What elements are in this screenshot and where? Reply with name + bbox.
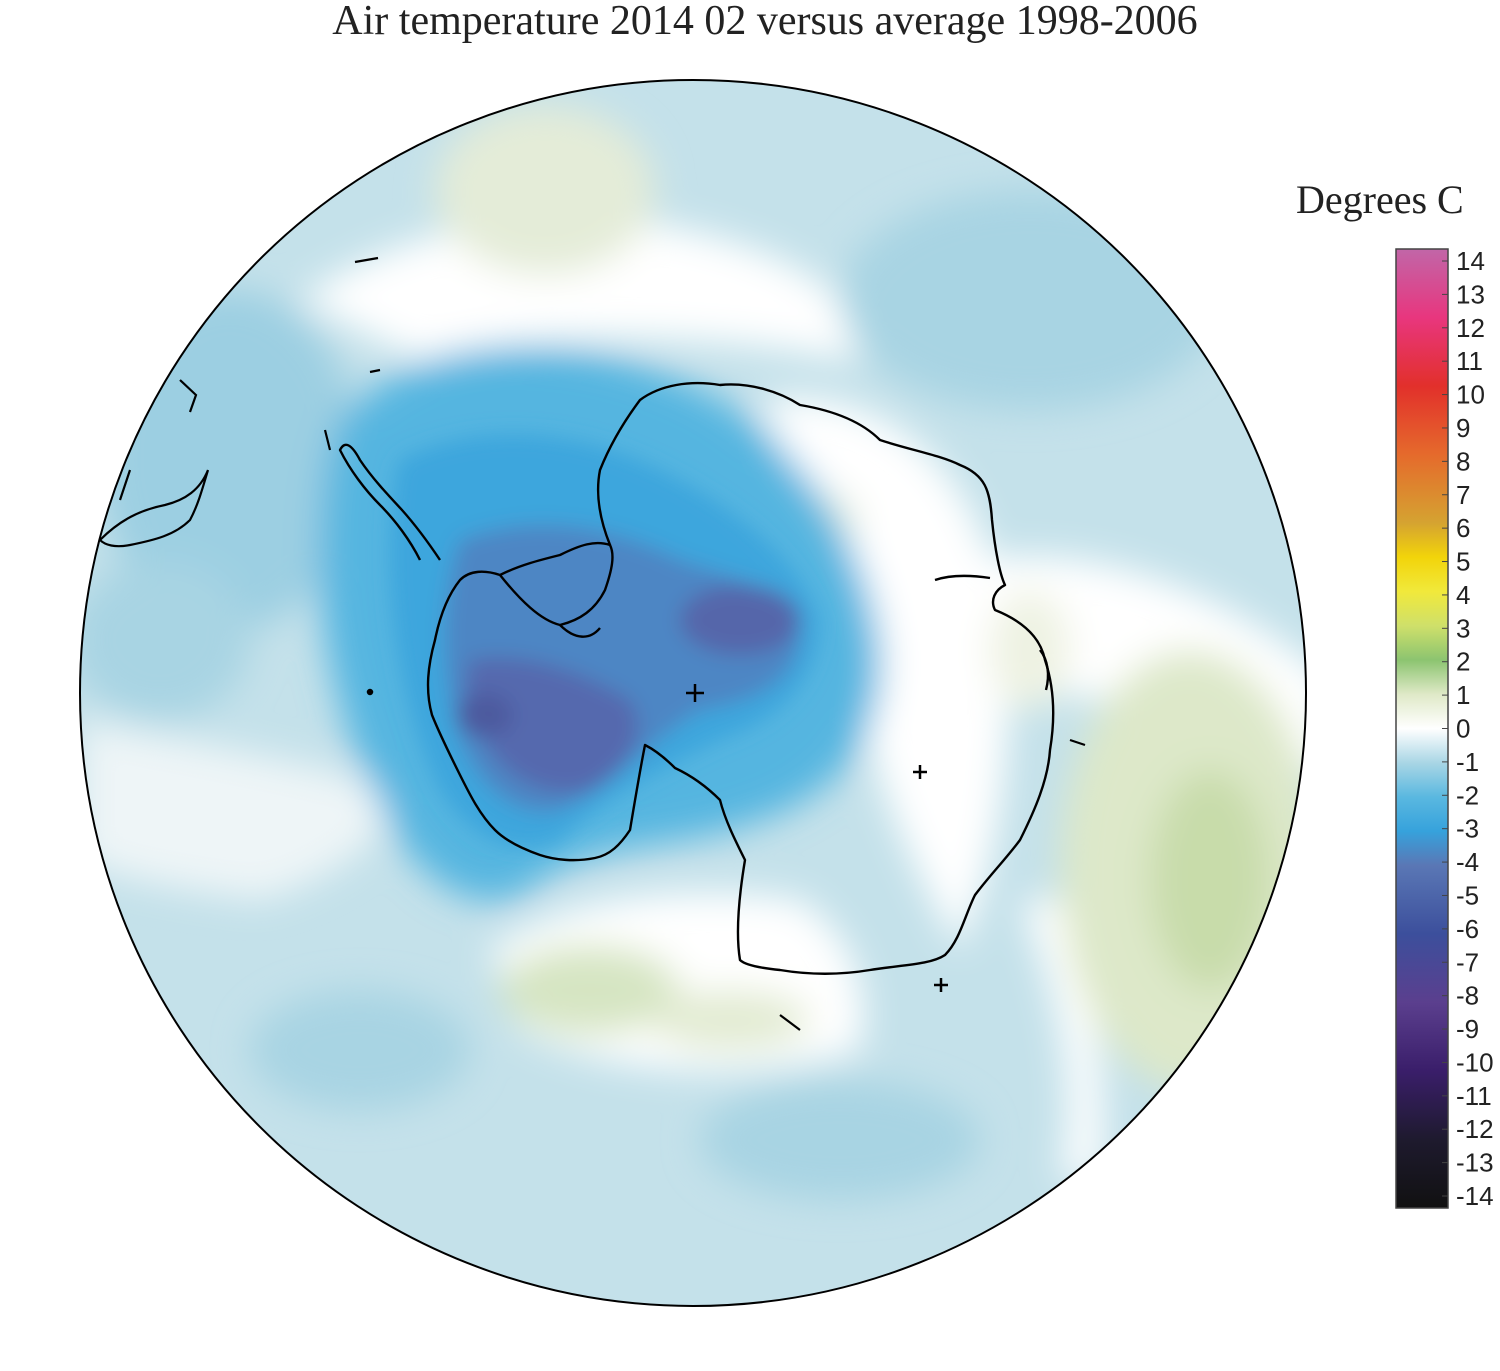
colorbar-tick-label: -14	[1456, 1181, 1494, 1211]
colorbar-tick-label: -1	[1456, 747, 1479, 777]
south-pole-marker	[686, 684, 704, 702]
colorbar-tick-label: -2	[1456, 780, 1479, 810]
south-america-coastline	[98, 469, 210, 548]
colorbar-tick-label: -10	[1456, 1047, 1494, 1077]
colorbar-tick-label: -5	[1456, 880, 1479, 910]
antarctica-coastline	[338, 382, 1055, 975]
colorbar-tick-label: 3	[1456, 613, 1470, 643]
colorbar-tick-label: 12	[1456, 313, 1485, 343]
colorbar-tick-label: 5	[1456, 547, 1470, 577]
colorbar: 14131211109876543210-1-2-3-4-5-6-7-8-9-1…	[1395, 246, 1494, 1211]
colorbar-tick-label: 9	[1456, 413, 1470, 443]
colorbar-tick-label: 8	[1456, 446, 1470, 476]
colorbar-tick-label: 10	[1456, 380, 1485, 410]
colorbar-tick-label: -7	[1456, 947, 1479, 977]
colorbar-tick-label: 11	[1456, 346, 1483, 376]
colorbar-tick-label: -13	[1456, 1148, 1494, 1178]
colorbar-tick-label: 1	[1456, 680, 1470, 710]
colorbar-tick-label: -9	[1456, 1014, 1479, 1044]
colorbar-tick-label: -8	[1456, 981, 1479, 1011]
colorbar-tick-label: 13	[1456, 279, 1485, 309]
sub-antarctic-islands	[179, 256, 1086, 1031]
colorbar-tick-label: 6	[1456, 513, 1470, 543]
legend-title: Degrees C	[1296, 177, 1464, 222]
colorbar-tick-label: 0	[1456, 714, 1470, 744]
island-marker	[366, 688, 374, 696]
colorbar-gradient	[1395, 248, 1449, 1209]
colorbar-tick-label: -3	[1456, 814, 1479, 844]
map-boundary	[79, 79, 1307, 1307]
station-markers	[366, 684, 948, 992]
station-marker	[934, 978, 948, 992]
colorbar-tick-label: -12	[1456, 1114, 1494, 1144]
colorbar-tick-label: 4	[1456, 580, 1470, 610]
station-marker	[913, 765, 927, 779]
map-title: Air temperature 2014 02 versus average 1…	[332, 0, 1198, 44]
colorbar-tick-label: 7	[1456, 480, 1470, 510]
colorbar-tick-label: 14	[1456, 246, 1485, 276]
colorbar-tick-label: -11	[1456, 1081, 1492, 1111]
colorbar-tick-label: -4	[1456, 847, 1479, 877]
colorbar-tick-label: -6	[1456, 914, 1479, 944]
anomaly-field	[80, 80, 1306, 1306]
colorbar-tick-label: 2	[1456, 647, 1470, 677]
